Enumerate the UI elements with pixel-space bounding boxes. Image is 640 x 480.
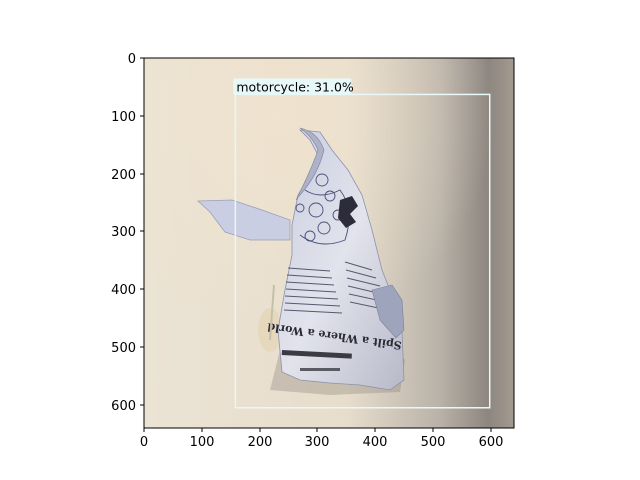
- y-axis: 0 100 200 300 400 500 600: [111, 52, 144, 414]
- crumpled-newspaper: Spilt a Where a World: [197, 127, 405, 395]
- x-tick-label: 600: [479, 435, 504, 450]
- detection-box: [234, 93, 491, 409]
- x-axis: 0 100 200 300 400 500 600: [140, 428, 504, 450]
- y-tick-label: 600: [111, 399, 136, 414]
- detection-label-text: motorcycle: 31.0%: [236, 79, 354, 94]
- x-tick-label: 0: [140, 435, 148, 450]
- y-tick-label: 100: [111, 110, 136, 125]
- x-tick-label: 200: [248, 435, 273, 450]
- y-tick-label: 200: [111, 168, 136, 183]
- x-tick-label: 300: [305, 435, 330, 450]
- y-tick-label: 400: [111, 283, 136, 298]
- detection-label-background: [233, 78, 352, 95]
- x-tick-label: 100: [190, 435, 215, 450]
- y-tick-label: 500: [111, 341, 136, 356]
- detection: [234, 93, 491, 409]
- y-tick-label: 0: [128, 52, 136, 67]
- detection-label: motorcycle: 31.0%: [233, 78, 354, 95]
- x-tick-label: 500: [421, 435, 446, 450]
- y-tick-label: 300: [111, 225, 136, 240]
- x-tick-label: 400: [363, 435, 388, 450]
- axes-frame: [143, 57, 515, 429]
- photo: Spilt a Where a World: [144, 58, 514, 428]
